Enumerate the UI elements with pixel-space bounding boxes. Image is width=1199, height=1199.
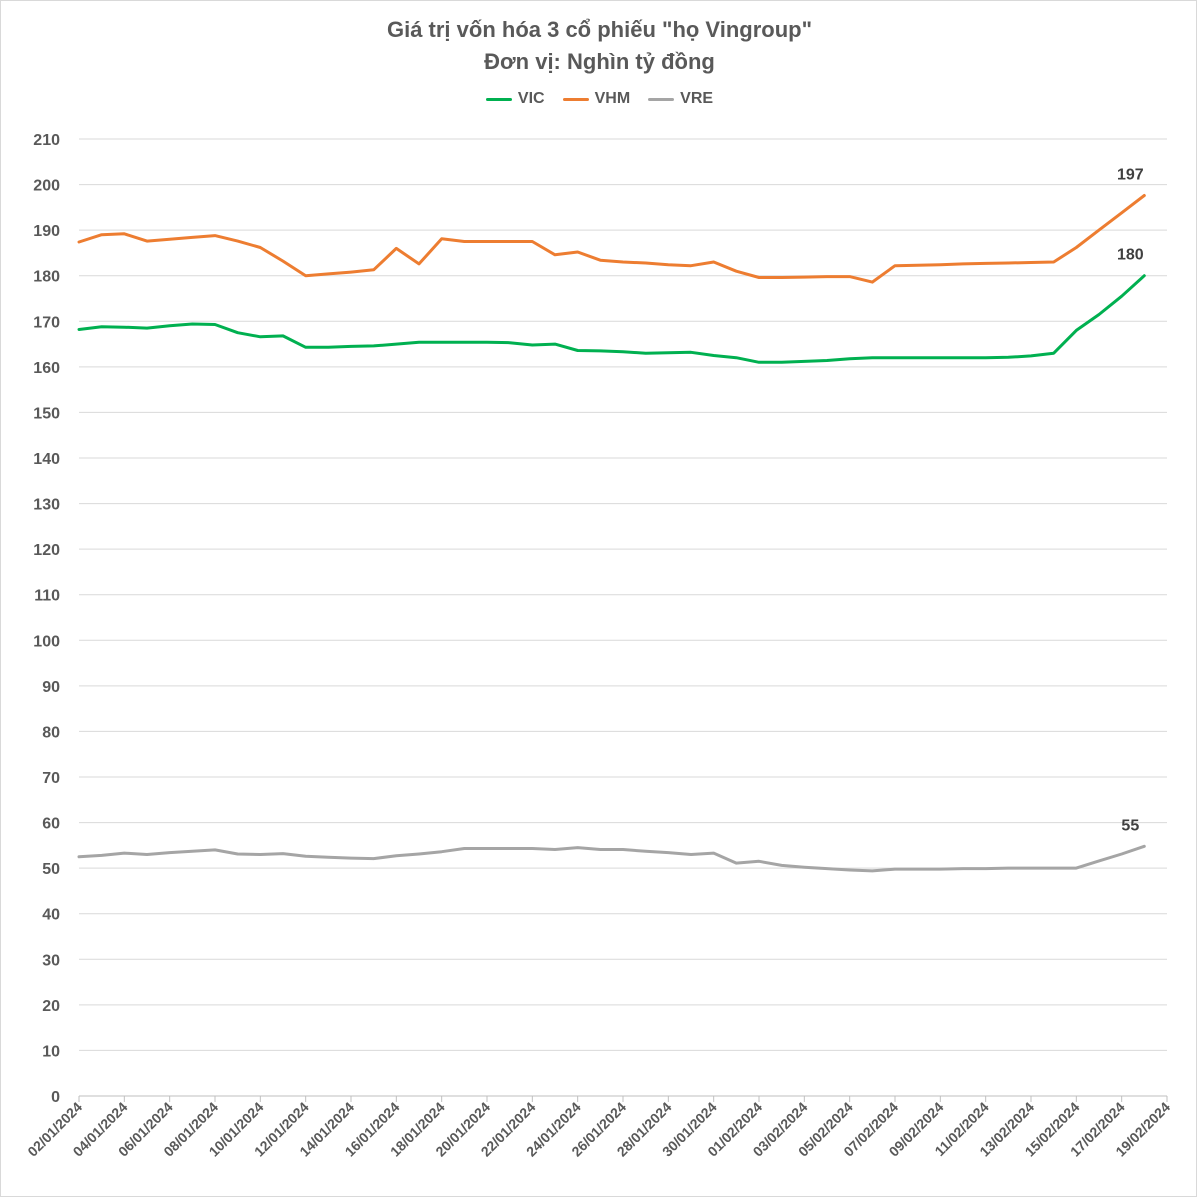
data-label-vic: 180 <box>1117 247 1144 264</box>
y-tick-label: 170 <box>33 314 60 331</box>
y-tick-label: 120 <box>33 542 60 559</box>
y-tick-label: 30 <box>42 952 60 969</box>
chart-subtitle: Đơn vị: Nghìn tỷ đồng <box>484 49 715 74</box>
y-tick-label: 180 <box>33 269 60 286</box>
legend-label-vre: VRE <box>680 90 714 107</box>
legend-swatch-vre <box>648 97 675 101</box>
gridlines <box>79 138 1167 1097</box>
series-line-vhm <box>77 194 1146 284</box>
y-tick-label: 90 <box>42 679 60 696</box>
legend-item-vic: VIC <box>485 90 545 108</box>
chart-title-block: Giá trị vốn hóa 3 cổ phiếu "họ Vingroup"… <box>0 14 1199 78</box>
data-label-vhm: 197 <box>1117 167 1144 184</box>
y-tick-label: 50 <box>42 861 60 878</box>
y-tick-label: 140 <box>33 451 60 468</box>
legend-swatch-vhm <box>562 97 589 101</box>
legend-label-vhm: VHM <box>594 90 631 107</box>
y-tick-label: 20 <box>42 998 60 1015</box>
y-tick-label: 200 <box>33 178 60 195</box>
legend-swatch-vic <box>485 97 512 101</box>
chart-legend: VIC VHM VRE <box>0 90 1199 108</box>
series-lines <box>77 194 1146 873</box>
y-tick-label: 210 <box>33 132 60 149</box>
y-tick-label: 80 <box>42 724 60 741</box>
y-tick-label: 40 <box>42 907 60 924</box>
y-tick-label: 100 <box>33 633 60 650</box>
y-tick-label: 110 <box>34 588 60 605</box>
y-tick-label: 160 <box>33 360 60 377</box>
y-tick-label: 60 <box>42 816 60 833</box>
y-tick-label: 150 <box>33 405 60 422</box>
series-line-vre <box>77 844 1146 873</box>
legend-item-vre: VRE <box>648 90 713 108</box>
y-tick-label: 190 <box>33 223 60 240</box>
series-line-vic <box>77 274 1146 364</box>
legend-item-vhm: VHM <box>562 90 631 108</box>
y-axis-ticks: 0 10 20 30 40 50 60 70 80 90 100 110 120 130 140 150 160… <box>33 132 60 1106</box>
y-tick-label: 130 <box>33 497 60 514</box>
data-labels: 180 197 55 <box>1117 167 1144 835</box>
chart-title: Giá trị vốn hóa 3 cổ phiếu "họ Vingroup" <box>386 17 813 42</box>
y-tick-label: 70 <box>42 770 60 787</box>
data-label-vre: 55 <box>1121 817 1139 834</box>
legend-label-vic: VIC <box>517 90 545 107</box>
x-axis-ticks: 02/01/202404/01/202406/01/202408/01/2024… <box>24 1096 1173 1160</box>
y-tick-label: 10 <box>42 1043 60 1060</box>
y-tick-label: 0 <box>51 1089 60 1106</box>
